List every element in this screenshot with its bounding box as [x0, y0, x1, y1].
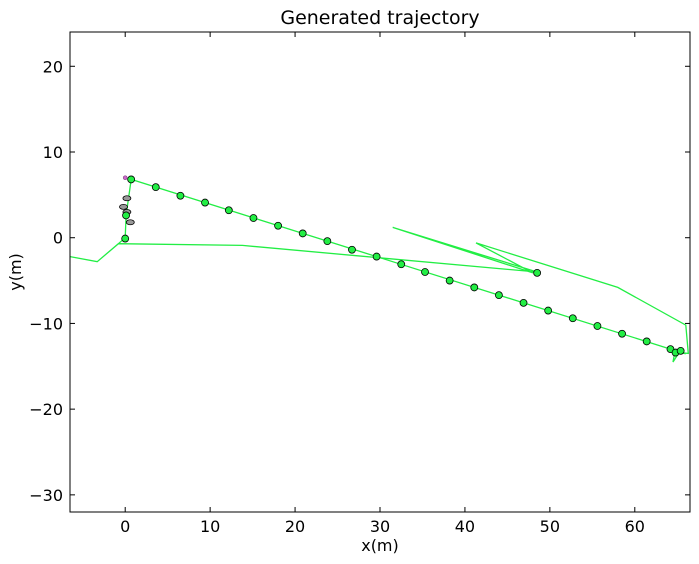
trajectory-point — [593, 322, 602, 330]
start-point — [122, 175, 128, 180]
y-tick-label: −20 — [29, 400, 63, 419]
x-tick-label: 60 — [625, 517, 645, 536]
axis-ticks: 0 10 20 30 40 50 60 −30 −20 −10 0 10 20 — [29, 32, 690, 536]
trajectory-point — [176, 191, 185, 200]
trajectory-point — [121, 234, 130, 243]
trajectory-point — [151, 183, 160, 192]
pose-marker — [125, 219, 135, 226]
trajectory-point — [421, 268, 429, 276]
trajectory-point — [224, 206, 233, 215]
trajectory-point — [127, 175, 136, 184]
trajectory-point — [568, 314, 577, 323]
trajectory-point — [298, 229, 307, 238]
y-tick-label: 10 — [43, 143, 63, 162]
trajectory-point — [618, 329, 626, 338]
x-tick-label: 30 — [370, 517, 390, 536]
trajectory-point — [519, 298, 528, 307]
y-tick-label: −30 — [29, 486, 63, 505]
x-tick-label: 50 — [540, 517, 560, 536]
y-tick-label: −10 — [29, 314, 63, 333]
plot-content — [70, 175, 690, 363]
y-tick-label: 0 — [53, 229, 63, 248]
x-tick-label: 40 — [455, 517, 475, 536]
y-tick-label: 20 — [43, 57, 63, 76]
trajectory-point — [642, 337, 651, 346]
x-tick-label: 0 — [120, 517, 130, 536]
trajectory-point — [495, 291, 503, 300]
trajectory-point — [274, 221, 282, 230]
trajectory-point — [676, 346, 685, 355]
trajectory-point — [445, 276, 454, 285]
trajectory-point — [348, 245, 356, 254]
y-axis-label: y(m) — [6, 253, 25, 291]
trajectory-point — [544, 306, 553, 315]
plot-frame — [69, 31, 691, 513]
trajectory-point — [533, 268, 542, 277]
chart-title: Generated trajectory — [280, 7, 479, 29]
trajectory-point — [249, 214, 258, 222]
trajectory-point — [372, 252, 381, 261]
trajectory-point — [323, 237, 332, 246]
trajectory-point — [470, 283, 479, 292]
trajectory-point — [122, 211, 130, 220]
x-axis-label: x(m) — [361, 536, 399, 555]
trajectory-point — [201, 198, 209, 207]
pose-marker — [122, 195, 132, 202]
x-tick-label: 10 — [200, 517, 220, 536]
x-tick-label: 20 — [285, 517, 305, 536]
trajectory-point — [397, 260, 406, 269]
pose-marker — [119, 203, 128, 210]
